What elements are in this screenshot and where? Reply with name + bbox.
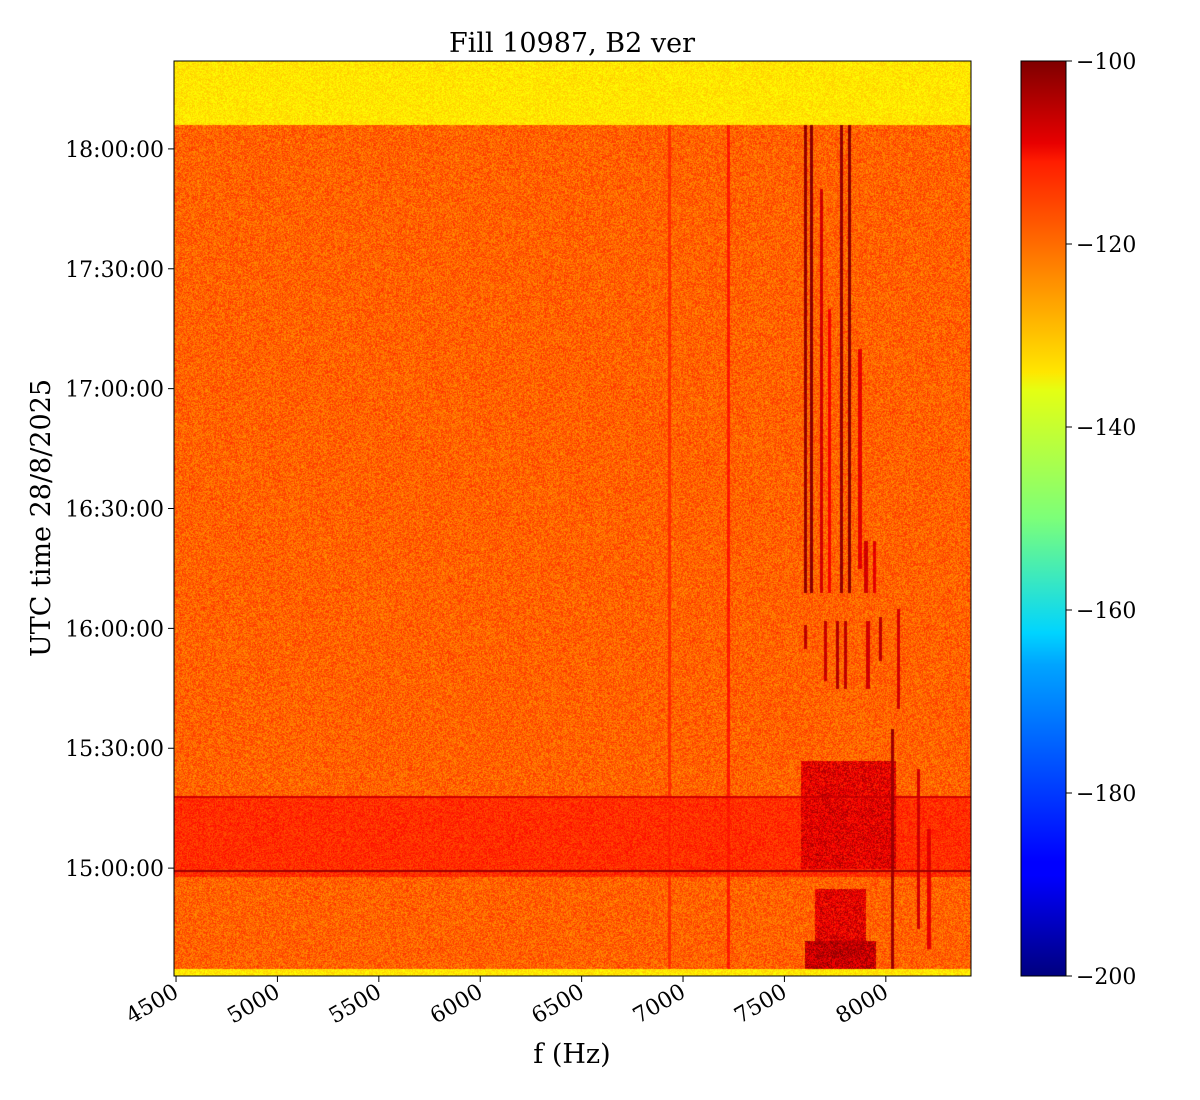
y-tick-label: 17:00:00 — [65, 378, 164, 403]
x-tick-label: 4500 — [122, 980, 183, 1030]
y-tick-label: 18:00:00 — [65, 138, 164, 163]
colorbar-tick-label: −140 — [1076, 416, 1136, 441]
x-tick-label: 6500 — [528, 980, 589, 1030]
y-tick-label: 15:00:00 — [65, 857, 164, 882]
y-tick-label: 16:00:00 — [65, 617, 164, 642]
x-axis-label: f (Hz) — [533, 1039, 610, 1070]
colorbar: −100 −120 −140 −160 −180 −200 — [1020, 50, 1136, 990]
x-tick-label: 5500 — [325, 980, 386, 1030]
colorbar-tick-label: −180 — [1076, 782, 1136, 807]
x-tick-label: 7500 — [730, 980, 791, 1030]
x-tick-label: 8000 — [832, 980, 893, 1030]
colorbar-tick-label: −120 — [1076, 233, 1136, 258]
colorbar-frame — [1020, 60, 1067, 977]
colorbar-tick-label: −100 — [1076, 50, 1136, 75]
x-tick-label: 6000 — [426, 980, 487, 1030]
y-axis-label: UTC time 28/8/2025 — [26, 379, 57, 657]
plot-area — [173, 60, 972, 977]
y-tick-label: 15:30:00 — [65, 737, 164, 762]
plot-frame — [173, 60, 972, 977]
x-axis: 4500 5000 5500 6000 6500 7000 7500 8000 — [122, 976, 893, 1029]
colorbar-gradient — [1021, 61, 1066, 976]
chart-title: Fill 10987, B2 ver — [449, 28, 695, 59]
spectrogram-heatmap — [174, 61, 971, 976]
colorbar-tick-label: −200 — [1076, 965, 1136, 990]
x-tick-label: 7000 — [629, 980, 690, 1030]
colorbar-ticks: −100 −120 −140 −160 −180 −200 — [1066, 50, 1136, 990]
y-tick-label: 16:30:00 — [65, 498, 164, 523]
colorbar-tick-label: −160 — [1076, 599, 1136, 624]
x-tick-label: 5000 — [223, 980, 284, 1030]
y-axis: 15:00:00 15:30:00 16:00:00 16:30:00 17:00:00… — [65, 138, 174, 882]
y-tick-label: 17:30:00 — [65, 258, 164, 283]
